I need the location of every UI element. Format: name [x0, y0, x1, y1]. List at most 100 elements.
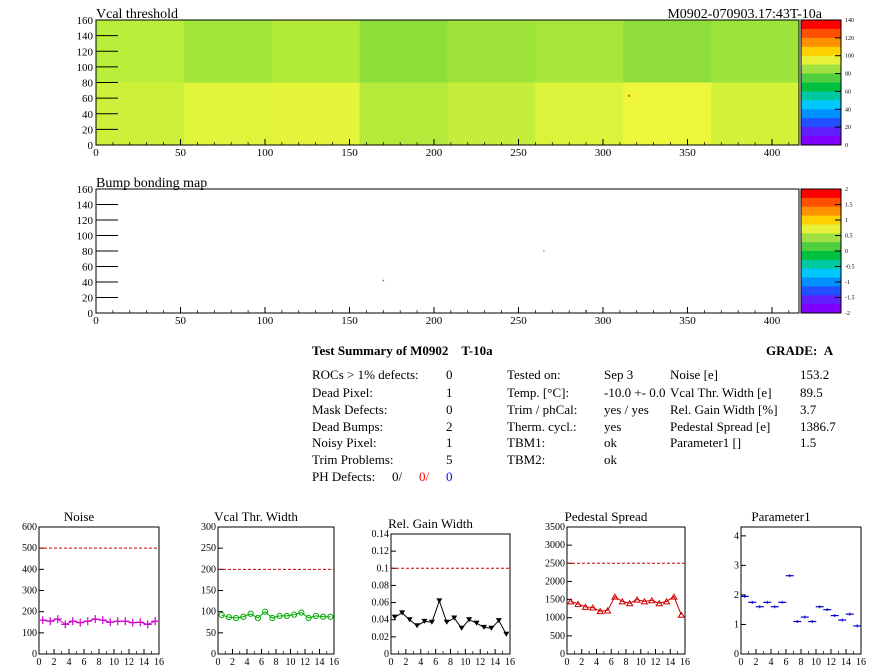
- roc-cell: [359, 20, 448, 83]
- palette-tick-label: 0: [845, 143, 848, 149]
- y-tick-label: 0: [32, 649, 37, 660]
- palette-tick-label: -1: [845, 280, 850, 286]
- y-tick-label: 0: [88, 308, 94, 320]
- x-tick-label: 0: [37, 657, 42, 668]
- data-point: [611, 593, 619, 600]
- palette-frame: [800, 19, 842, 146]
- data-point: [574, 600, 582, 607]
- palette-band: [801, 233, 841, 243]
- condition-value: yes / yes: [604, 402, 649, 417]
- data-point: [763, 600, 772, 604]
- palette-tick-label: 0: [845, 249, 848, 255]
- x-tick-label: 50: [175, 315, 187, 327]
- parameter-label: Rel. Gain Width [%]: [670, 402, 778, 417]
- condition-label: TBM1:: [507, 435, 546, 450]
- palette-band: [801, 242, 841, 252]
- data-point: [240, 613, 247, 620]
- y-tick-label: 0.1: [377, 563, 390, 574]
- x-tick-label: 6: [259, 657, 264, 668]
- ph-defects-label: PH Defects:: [312, 469, 376, 484]
- data-point: [262, 608, 269, 615]
- parameter-label: Pedestal Spread [e]: [670, 419, 771, 434]
- x-tick-label: 200: [426, 147, 443, 159]
- data-point: [823, 608, 832, 612]
- palette-band: [801, 91, 841, 101]
- data-point: [655, 599, 664, 607]
- vcal-threshold-palette: 0 20 40 60 80 100 120 140: [800, 18, 854, 149]
- roc-cell: [183, 20, 273, 83]
- x-tick-label: 16: [329, 657, 339, 668]
- defect-value: 5: [446, 452, 453, 467]
- rel-gain-width-plot: Rel. Gain Width 0 0.02 0.04 0.06 0.08 0.1 0.12 0…: [372, 516, 516, 668]
- palette-band: [801, 295, 841, 305]
- palette-tick-label: 20: [845, 125, 851, 131]
- data-point: [830, 614, 839, 618]
- y-tick-label: 400: [22, 564, 37, 575]
- x-tick-label: 2: [52, 657, 57, 668]
- plot-frame: [740, 526, 862, 655]
- roc-cell: [447, 20, 536, 83]
- defect-value: 1: [446, 435, 453, 450]
- condition-value: ok: [604, 435, 617, 450]
- x-tick-label: 8: [97, 657, 102, 668]
- x-tick-label: 10: [286, 657, 296, 668]
- palette-band: [801, 215, 841, 225]
- data-point: [151, 617, 160, 626]
- data-point: [770, 605, 779, 609]
- data-point: [480, 624, 487, 630]
- roc-cell: [623, 20, 712, 83]
- x-tick-label: 100: [257, 315, 274, 327]
- parameter-value: 89.5: [800, 385, 823, 400]
- data-point: [136, 618, 145, 627]
- roc-cell: [535, 20, 624, 83]
- x-tick-label: 12: [300, 657, 310, 668]
- x-tick-label: 10: [811, 657, 821, 668]
- x-tick-label: 8: [624, 657, 629, 668]
- data-point: [254, 614, 261, 622]
- x-tick-label: 0: [565, 657, 570, 668]
- x-tick-label: 10: [636, 657, 646, 668]
- y-tick-label: 0.14: [372, 529, 390, 540]
- y-tick-label: 140: [77, 200, 94, 212]
- bump-bonding-map: 0 50 100 150 200 250 300 350 400 0 20 40 60 80 100 120 1…: [77, 184, 800, 327]
- bump-bonding-palette: -2 -1.5 -1 -0.5 0 0.5 1 1.5 2: [800, 187, 855, 317]
- y-tick-label: 80: [82, 246, 94, 258]
- x-tick-label: 14: [841, 657, 851, 668]
- x-tick-label: 50: [175, 147, 187, 159]
- y-tick-label: 3000: [545, 540, 565, 551]
- roc-cell: [359, 82, 448, 146]
- x-tick-label: 150: [341, 147, 358, 159]
- x-tick-label: 0: [93, 315, 99, 327]
- roc-cell: [711, 20, 800, 83]
- y-tick-label: 120: [77, 215, 94, 227]
- y-tick-label: 140: [77, 31, 94, 43]
- x-tick-label: 12: [475, 657, 485, 668]
- data-point: [640, 597, 649, 605]
- defect-label: ROCs > 1% defects:: [312, 367, 419, 382]
- x-tick-label: 16: [505, 657, 515, 668]
- palette-band: [801, 37, 841, 48]
- y-tick-label: 200: [201, 564, 216, 575]
- y-tick-label: 160: [77, 184, 94, 196]
- x-tick-label: 12: [651, 657, 661, 668]
- x-tick-label: 12: [826, 657, 836, 668]
- data-point: [414, 623, 421, 629]
- y-tick-label: 3500: [545, 522, 565, 533]
- palette-tick-label: -2: [845, 311, 850, 317]
- data-point: [113, 617, 122, 626]
- palette-band: [801, 28, 841, 39]
- x-tick-label: 0: [93, 147, 99, 159]
- y-tick-label: 60: [82, 93, 94, 105]
- palette-band: [801, 46, 841, 57]
- data-point: [53, 615, 62, 624]
- palette-band: [801, 100, 841, 110]
- palette-tick-label: 80: [845, 72, 851, 78]
- module-id-label: M0902-070903.17:43T-10a: [667, 7, 822, 22]
- data-point: [815, 605, 824, 609]
- x-tick-label: 8: [274, 657, 279, 668]
- palette-band: [801, 277, 841, 287]
- y-tick-label: 100: [22, 628, 37, 639]
- y-tick-label: 0.06: [372, 598, 390, 609]
- y-tick-label: 1: [734, 619, 739, 630]
